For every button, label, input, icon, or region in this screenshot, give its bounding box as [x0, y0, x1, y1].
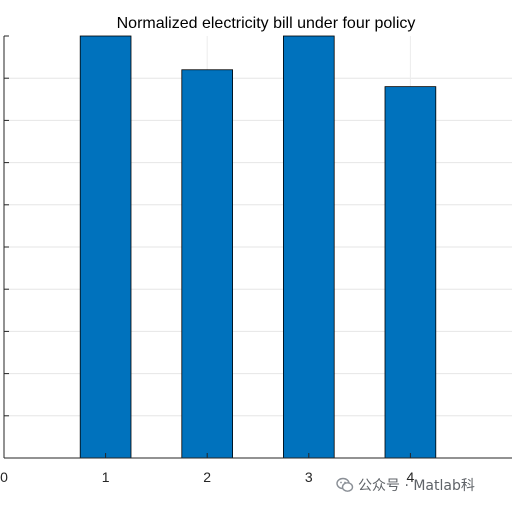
axes: [3, 35, 512, 459]
x-tick-label-2: 2: [203, 469, 211, 485]
watermark: 公众号 · Matlab科: [336, 474, 512, 496]
chart-title: Normalized electricity bill under four p…: [117, 15, 416, 32]
x-tick-label-4: 4: [407, 469, 415, 485]
watermark-text: 公众号 · Matlab科: [358, 478, 475, 494]
x-tick-labels: 0 1 2 3 4: [0, 469, 414, 485]
x-tick-label-0: 0: [0, 469, 8, 485]
bar-1: [79, 35, 132, 459]
x-tick-label-3: 3: [305, 469, 313, 485]
bar-4: [384, 86, 437, 459]
wechat-logo-icon: [336, 477, 354, 492]
bar-2: [181, 69, 234, 459]
bar-3: [282, 35, 335, 459]
x-tick-label-1: 1: [102, 469, 110, 485]
bars: [79, 35, 437, 459]
